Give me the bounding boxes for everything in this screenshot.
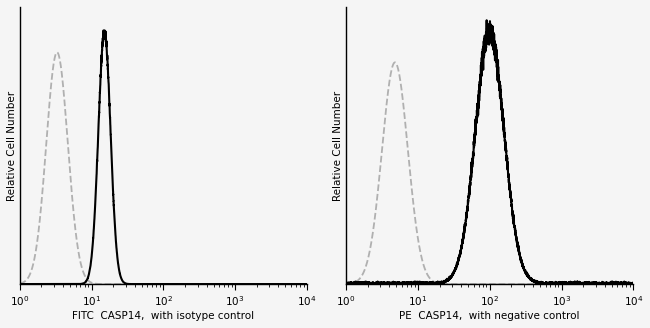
Y-axis label: Relative Cell Number: Relative Cell Number — [7, 91, 17, 200]
X-axis label: PE  CASP14,  with negative control: PE CASP14, with negative control — [400, 311, 580, 321]
Y-axis label: Relative Cell Number: Relative Cell Number — [333, 91, 343, 200]
X-axis label: FITC  CASP14,  with isotype control: FITC CASP14, with isotype control — [72, 311, 254, 321]
